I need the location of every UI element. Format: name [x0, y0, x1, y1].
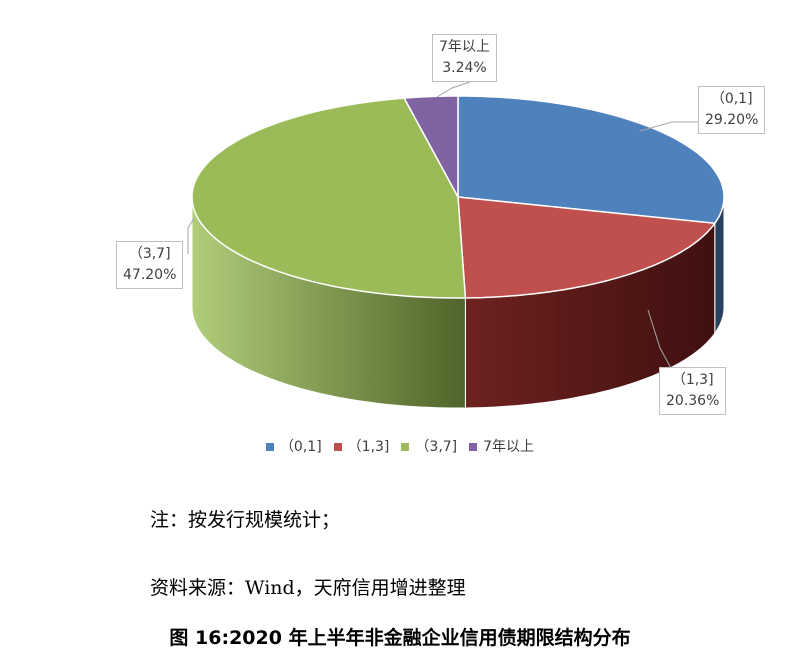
legend-item-3: 7年以上 — [469, 436, 534, 456]
legend-item-0: （0,1] — [265, 436, 322, 456]
data-label-category: （1,3] — [671, 372, 714, 388]
legend-label: （3,7] — [415, 439, 458, 455]
legend-swatch — [469, 443, 478, 451]
pie-slice-1 — [457, 196, 717, 299]
leader-line-0 — [639, 121, 698, 132]
figure-caption: 图 16:2020 年上半年非金融企业信用债期限结构分布 — [169, 627, 631, 649]
source-text: 资料来源：Wind，天府信用增进整理 — [150, 577, 466, 599]
data-label-category: （3,7] — [128, 246, 171, 262]
legend-label: （1,3] — [347, 439, 390, 455]
legend-item-2: （3,7] — [401, 436, 457, 456]
data-label-value: 3.24% — [442, 60, 487, 76]
pie-slice-3 — [403, 95, 459, 198]
legend-item-1: （1,3] — [333, 436, 390, 456]
legend-swatch — [265, 443, 274, 451]
data-label-2: （3,7] 47.20% — [116, 241, 184, 289]
leader-line-3 — [436, 81, 471, 98]
pie-slice-2 — [191, 97, 467, 299]
legend-swatch — [401, 443, 410, 451]
data-label-value: 47.20% — [123, 267, 177, 283]
chart-legend: （0,1] （1,3] （3,7] 7年以上 — [0, 436, 800, 456]
data-label-category: 7年以上 — [439, 39, 490, 55]
leader-line-2 — [187, 217, 195, 254]
pie-slice-0 — [457, 95, 725, 225]
data-label-1: （1,3] 20.36% — [659, 367, 727, 415]
data-label-value: 20.36% — [666, 393, 720, 409]
data-label-3: 7年以上 3.24% — [432, 34, 497, 82]
data-label-0: （0,1] 29.20% — [698, 86, 766, 134]
legend-label: （0,1] — [279, 439, 322, 455]
legend-label: 7年以上 — [483, 439, 535, 455]
data-label-category: （0,1] — [710, 91, 753, 107]
legend-swatch — [333, 443, 342, 451]
leader-line-1 — [647, 309, 673, 371]
note-text: 注：按发行规模统计； — [150, 509, 341, 531]
data-label-value: 29.20% — [705, 112, 759, 128]
